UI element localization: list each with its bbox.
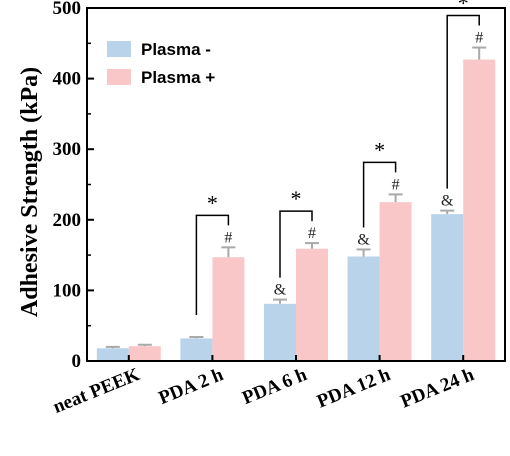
significance-bracket [195, 214, 230, 315]
x-tick-label: PDA 6 h [239, 364, 310, 409]
y-tick-label: 300 [53, 139, 82, 160]
bar [431, 214, 464, 361]
legend-swatch-plasma-plus [107, 69, 131, 85]
significance-mark: # [308, 225, 316, 242]
legend-label-plasma-minus: Plasma - [141, 40, 211, 59]
bar [96, 348, 129, 361]
significance-bracket [279, 210, 313, 278]
bar [128, 346, 161, 361]
y-tick-label: 0 [72, 351, 82, 372]
significance-mark: # [475, 30, 483, 47]
significance-mark: # [224, 229, 232, 246]
y-tick-label: 500 [53, 0, 82, 19]
x-tick-label: neat PEEK [50, 364, 143, 418]
x-tick-label: PDA 12 h [314, 364, 394, 413]
bar [180, 338, 213, 361]
y-tick-label: 400 [53, 69, 82, 90]
bar [212, 257, 245, 361]
x-tick-label: PDA 24 h [398, 364, 478, 413]
legend-swatch-plasma-minus [107, 41, 131, 57]
significance-mark: # [392, 176, 400, 193]
legend: Plasma - Plasma + [107, 40, 215, 87]
bar [264, 303, 296, 361]
significance-bracket [446, 14, 480, 189]
plot-area: 0 100 200 300 400 500 neat PEEK # * PDA 2 h & # * PDA… [50, 0, 496, 418]
x-tick-label: PDA 2 h [156, 364, 227, 409]
significance-star: * [207, 190, 218, 215]
significance-bracket [362, 161, 397, 228]
y-axis-title: Adhesive Strength (kPa) [17, 67, 43, 317]
plot-frame [86, 7, 506, 362]
bar [379, 202, 412, 361]
bar [463, 59, 496, 362]
significance-mark: & [274, 282, 287, 299]
bar [296, 248, 328, 361]
significance-mark: & [357, 231, 370, 248]
bar [347, 256, 380, 361]
legend-label-plasma-plus: Plasma + [141, 68, 215, 87]
significance-mark: & [441, 193, 454, 210]
y-tick-label: 200 [53, 210, 82, 231]
y-tick-label: 100 [53, 280, 82, 301]
significance-star: * [291, 186, 302, 211]
significance-star: * [374, 137, 385, 162]
